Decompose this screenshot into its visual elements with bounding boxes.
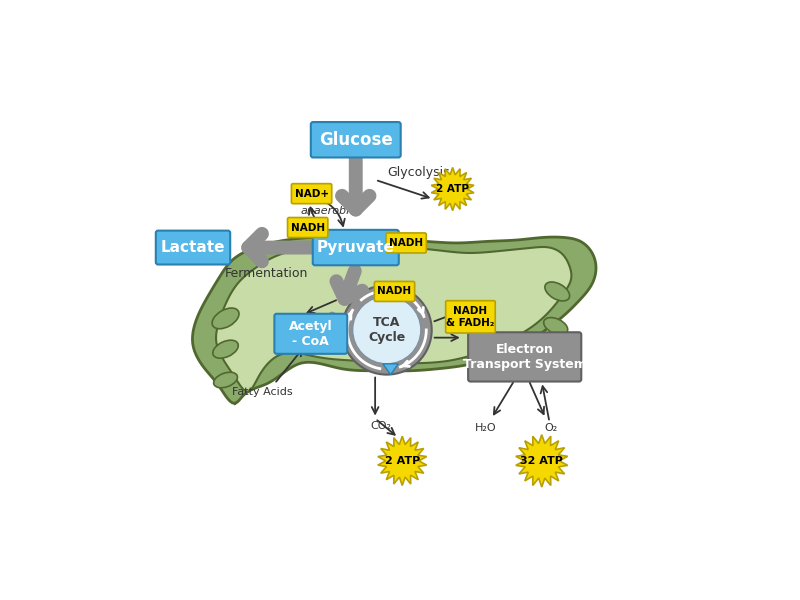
Text: Acetyl
- CoA: Acetyl - CoA [289,320,333,348]
Text: Fatty Acids: Fatty Acids [233,386,293,397]
FancyBboxPatch shape [468,332,582,382]
Text: 2 ATP: 2 ATP [436,184,469,194]
Text: NADH: NADH [378,286,411,296]
Text: Fermentation: Fermentation [225,267,308,280]
Text: NADH
& FADH₂: NADH & FADH₂ [446,306,494,328]
FancyBboxPatch shape [374,281,414,301]
FancyBboxPatch shape [310,122,401,157]
Polygon shape [216,245,571,392]
Ellipse shape [214,372,238,388]
Text: Lactate: Lactate [161,240,226,255]
Polygon shape [383,364,398,374]
FancyBboxPatch shape [446,301,495,333]
Text: Glucose: Glucose [319,131,393,149]
Text: NADH: NADH [290,223,325,233]
Ellipse shape [538,349,561,365]
Text: TCA
Cycle: TCA Cycle [368,316,406,344]
Text: NADH: NADH [389,238,423,248]
Circle shape [342,285,432,374]
Text: 32 ATP: 32 ATP [520,456,563,466]
Text: CO₂: CO₂ [283,313,304,323]
Text: H₂O: H₂O [475,423,497,433]
FancyBboxPatch shape [274,314,347,354]
Text: Electron
Transport System: Electron Transport System [463,343,586,371]
FancyBboxPatch shape [287,218,328,238]
Text: O₂: O₂ [545,423,558,433]
Text: 2 ATP: 2 ATP [385,456,420,466]
Polygon shape [516,434,568,487]
Polygon shape [378,436,426,485]
Ellipse shape [545,282,570,301]
FancyBboxPatch shape [313,230,398,265]
Text: anaerobic: anaerobic [301,206,356,215]
Ellipse shape [212,308,239,329]
Ellipse shape [544,317,568,335]
FancyBboxPatch shape [156,230,230,265]
Text: Glycolysis: Glycolysis [386,166,450,179]
FancyBboxPatch shape [291,184,332,203]
Polygon shape [431,167,474,211]
Circle shape [353,296,421,364]
Text: Pyruvate: Pyruvate [317,240,394,255]
FancyBboxPatch shape [386,233,426,253]
Ellipse shape [213,340,238,358]
Text: NAD+: NAD+ [294,188,329,199]
Text: CO₂: CO₂ [370,421,391,431]
Polygon shape [193,237,596,403]
